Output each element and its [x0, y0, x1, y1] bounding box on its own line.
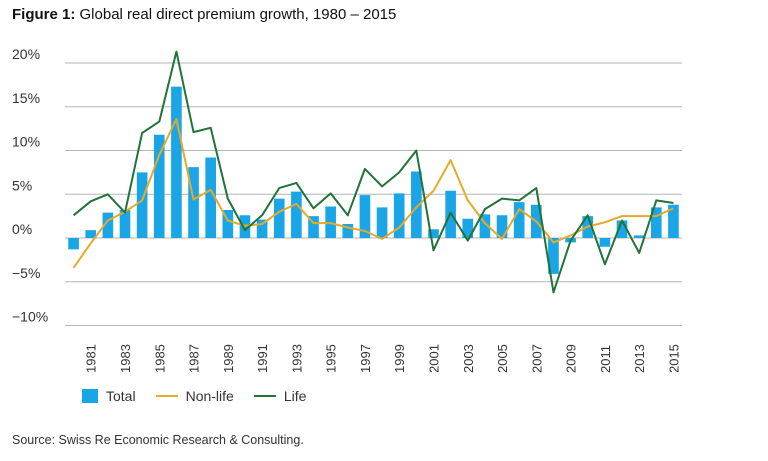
x-tick-label: 1995	[324, 344, 339, 373]
bar-total	[462, 218, 474, 238]
legend-label-total: Total	[106, 388, 136, 404]
legend-swatch-nonlife	[155, 395, 178, 397]
bar-total	[599, 238, 611, 247]
x-tick-label: 2001	[426, 344, 441, 373]
legend-swatch-total	[82, 389, 98, 403]
x-tick-label: 1993	[289, 344, 304, 373]
x-tick-label: 1991	[255, 344, 270, 373]
y-tick-label: 10%	[12, 134, 40, 150]
premium-growth-chart: 20% 15% 10% 5% 0% −5% −10% 1981 1983 1985 1987 1989…	[12, 46, 682, 373]
bar-total	[273, 198, 285, 238]
bar-total	[616, 220, 628, 238]
x-tick-label: 1987	[187, 344, 202, 373]
bar-total	[668, 204, 679, 238]
y-tick-label: 15%	[12, 90, 40, 106]
bar-total	[188, 167, 199, 238]
bar-total	[153, 134, 165, 238]
x-tick-label: 2007	[529, 344, 544, 373]
series-line-nonlife	[72, 118, 674, 269]
bar-total	[205, 157, 216, 238]
bar-total	[342, 224, 354, 238]
x-tick-label: 1981	[84, 344, 99, 373]
bar-total	[102, 212, 114, 238]
bar-total	[222, 210, 234, 238]
bar-total	[650, 207, 662, 238]
bar-total	[428, 229, 439, 238]
x-tick-label: 1999	[392, 344, 407, 373]
bar-total	[68, 238, 79, 250]
y-tick-label: 5%	[12, 177, 32, 193]
y-tick-label: 0%	[12, 221, 32, 237]
figure-label: Figure 1:	[12, 6, 76, 23]
x-tick-label: 1989	[221, 344, 236, 373]
source-note: Source: Swiss Re Economic Research & Con…	[12, 433, 304, 447]
bar-total	[136, 172, 148, 238]
bar-total	[119, 210, 131, 238]
bar-total	[633, 235, 645, 238]
bar-total	[496, 215, 508, 238]
x-tick-label: 2009	[564, 344, 579, 373]
y-tick-label: −5%	[12, 265, 40, 281]
legend-item-nonlife: Non-life	[155, 388, 234, 404]
bar-total	[393, 193, 405, 238]
legend-item-total: Total	[82, 388, 136, 404]
legend-label-nonlife: Non-life	[185, 388, 234, 404]
bar-total	[376, 207, 388, 238]
bar-total	[548, 238, 559, 274]
y-tick-label: −10%	[12, 309, 48, 325]
x-tick-label: 2003	[461, 344, 476, 373]
bar-total	[479, 214, 491, 238]
x-tick-label: 2011	[598, 345, 613, 373]
bar-total	[411, 171, 422, 238]
bar-total	[513, 202, 525, 238]
x-tick-label: 2015	[666, 344, 681, 373]
legend-label-life: Life	[283, 388, 307, 404]
bar-total	[171, 86, 182, 238]
x-tick-label: 2013	[632, 344, 647, 373]
x-tick-label: 1983	[118, 344, 133, 373]
bar-total	[291, 191, 302, 238]
figure-title-text: Global real direct premium growth, 1980 …	[79, 6, 397, 23]
figure-title: Figure 1: Global real direct premium gro…	[12, 6, 396, 23]
y-tick-label: 20%	[12, 46, 40, 62]
x-tick-label: 2005	[495, 344, 510, 373]
legend-item-life: Life	[253, 388, 307, 404]
bar-total	[256, 219, 268, 238]
x-tick-label: 1997	[358, 344, 373, 373]
bar-total	[308, 216, 319, 238]
x-tick-label: 1985	[152, 344, 167, 373]
bar-total	[359, 195, 371, 238]
chart-legend: Total Non-life Life	[82, 388, 326, 404]
legend-swatch-life	[253, 395, 276, 397]
series-line-life	[72, 50, 674, 294]
bar-total	[85, 230, 97, 238]
